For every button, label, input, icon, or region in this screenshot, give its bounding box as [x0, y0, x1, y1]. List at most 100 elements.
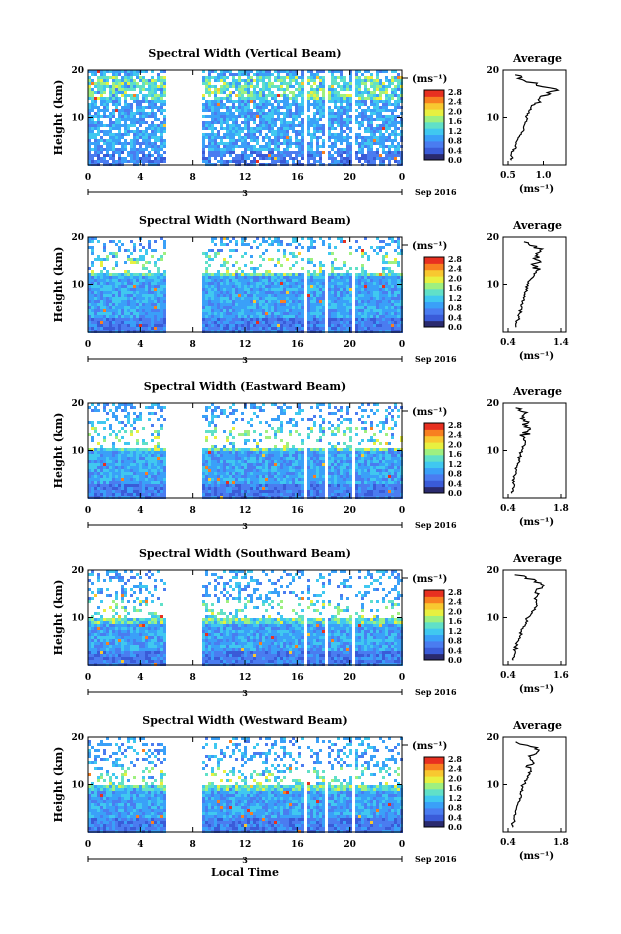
heatmap-cell [91, 288, 94, 291]
heatmap-cell [151, 297, 154, 300]
heatmap-cell [103, 427, 106, 430]
heatmap-cell [340, 303, 343, 306]
heatmap-cell [139, 285, 142, 288]
heatmap-cell [115, 297, 118, 300]
heatmap-cell [262, 118, 265, 121]
heatmap-cell [127, 255, 130, 258]
heatmap-cell [94, 306, 97, 309]
heatmap-cell [142, 82, 145, 85]
heatmap-cell [316, 291, 319, 294]
heatmap-cell [247, 133, 250, 136]
heatmap-cell [130, 463, 133, 466]
heatmap-cell [112, 321, 115, 324]
heatmap-cell [295, 139, 298, 142]
heatmap-cell [91, 460, 94, 463]
heatmap-cell [109, 472, 112, 475]
heatmap-cell [313, 115, 316, 118]
heatmap-cell [361, 73, 364, 76]
heatmap-cell [109, 127, 112, 130]
heatmap-cell [250, 276, 253, 279]
heatmap-cell [394, 315, 397, 318]
heatmap-cell [397, 88, 400, 91]
heatmap-cell [283, 279, 286, 282]
heatmap-cell [124, 315, 127, 318]
colorbar-tick-label: 1.2 [448, 293, 462, 303]
heatmap-cell [148, 139, 151, 142]
heatmap-cell [109, 291, 112, 294]
heatmap-cell [202, 273, 205, 276]
heatmap-cell [295, 151, 298, 154]
heatmap-cell [253, 294, 256, 297]
heatmap-cell [322, 285, 325, 288]
heatmap-cell [343, 321, 346, 324]
heatmap-cell [244, 91, 247, 94]
heatmap-cell [163, 321, 166, 324]
heatmap-cell [310, 276, 313, 279]
heatmap-cell [205, 318, 208, 321]
heatmap-cell [148, 79, 151, 82]
heatmap-cell [277, 282, 280, 285]
heatmap-cell [367, 79, 370, 82]
heatmap-cell [91, 291, 94, 294]
heatmap-cell [109, 100, 112, 103]
heatmap-cell [94, 142, 97, 145]
heatmap-cell [160, 160, 163, 163]
heatmap-cell [244, 285, 247, 288]
heatmap-cell [238, 321, 241, 324]
heatmap-cell [202, 124, 205, 127]
heatmap-cell [322, 76, 325, 79]
heatmap-cell [397, 133, 400, 136]
heatmap-cell [211, 312, 214, 315]
heatmap-cell [256, 79, 259, 82]
heatmap-cell [112, 273, 115, 276]
heatmap-cell [97, 303, 100, 306]
heatmap-cell [130, 112, 133, 115]
heatmap-cell [121, 115, 124, 118]
heatmap-cell [202, 309, 205, 312]
heatmap-cell [283, 157, 286, 160]
heatmap-cell [208, 139, 211, 142]
heatmap-cell [253, 309, 256, 312]
heatmap-cell [265, 276, 268, 279]
heatmap-cell [112, 279, 115, 282]
heatmap-cell [229, 285, 232, 288]
heatmap-cell [148, 273, 151, 276]
heatmap-cell [145, 472, 148, 475]
heatmap-cell [361, 267, 364, 270]
heatmap-cell [271, 288, 274, 291]
heatmap-cell [307, 121, 310, 124]
heatmap-cell [232, 130, 235, 133]
heatmap-cell [157, 315, 160, 318]
heatmap-cell [121, 124, 124, 127]
heatmap-cell [109, 409, 112, 412]
heatmap-cell [97, 124, 100, 127]
heatmap-cell [127, 82, 130, 85]
heatmap-cell [160, 145, 163, 148]
heatmap-cell [157, 127, 160, 130]
heatmap-cell [103, 493, 106, 496]
heatmap-cell [127, 294, 130, 297]
heatmap-cell [124, 85, 127, 88]
heatmap-cell [247, 118, 250, 121]
heatmap-cell [313, 270, 316, 273]
heatmap-cell [235, 115, 238, 118]
heatmap-cell [358, 79, 361, 82]
heatmap-cell [391, 97, 394, 100]
heatmap-cell [388, 79, 391, 82]
heatmap-cell [298, 303, 301, 306]
heatmap-cell [298, 285, 301, 288]
heatmap-cell [226, 112, 229, 115]
heatmap-cell [295, 279, 298, 282]
heatmap-cell [376, 124, 379, 127]
heatmap-cell [247, 142, 250, 145]
heatmap-cell [334, 103, 337, 106]
heatmap-cell [358, 124, 361, 127]
heatmap-cell [253, 145, 256, 148]
heatmap-cell [205, 88, 208, 91]
heatmap-cell [385, 91, 388, 94]
heatmap-cell [394, 294, 397, 297]
heatmap-cell [142, 282, 145, 285]
heatmap-cell [373, 103, 376, 106]
heatmap-cell [103, 297, 106, 300]
heatmap-cell [391, 294, 394, 297]
